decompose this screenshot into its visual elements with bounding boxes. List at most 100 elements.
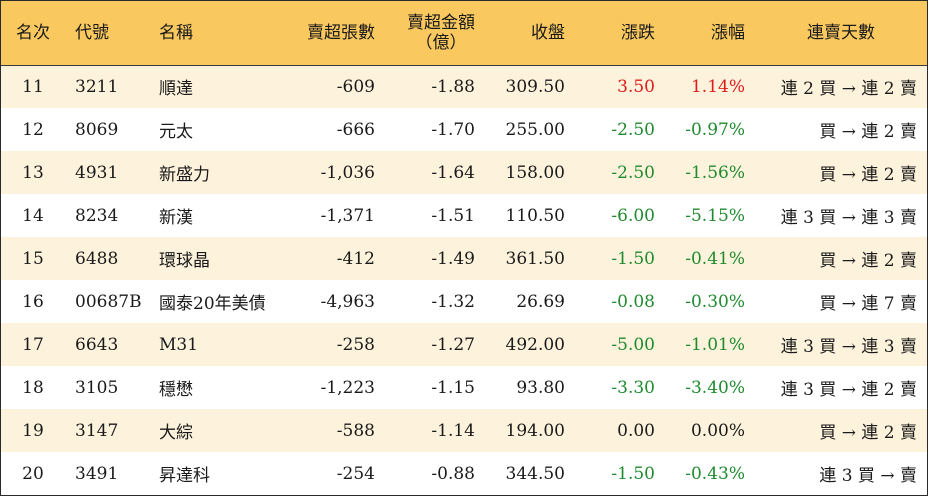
cell-net-sell-amount: -1.32 — [431, 291, 475, 312]
cell-close: 26.69 — [516, 291, 565, 312]
table-row: 11 3211 順達 -609 -1.88 309.50 3.50 1.14% … — [1, 65, 927, 108]
cell-rank: 14 — [22, 205, 44, 226]
table-row: 14 8234 新漢 -1,371 -1.51 110.50 -6.00 -5.… — [1, 194, 927, 237]
header-change: 漲跌 — [575, 1, 665, 66]
cell-change-pct: -0.43% — [685, 463, 745, 484]
table-row: 16 00687B 國泰20年美債 -4,963 -1.32 26.69 -0.… — [1, 280, 927, 323]
cell-net-sell-lots: -412 — [336, 248, 375, 269]
header-net-sell-amount: 賣超金額 （億） — [385, 1, 485, 66]
cell-streak: 買 → 連 2 賣 — [819, 251, 917, 271]
cell-rank: 16 — [22, 291, 44, 312]
cell-change: 0.00 — [617, 420, 655, 441]
header-net-sell-amount-label: 賣超金額 — [407, 12, 475, 33]
table-row: 19 3147 大綜 -588 -1.14 194.00 0.00 0.00% … — [1, 409, 927, 452]
cell-name: 昇達科 — [159, 466, 210, 486]
cell-name: 新盛力 — [159, 165, 210, 185]
cell-rank: 19 — [22, 420, 44, 441]
cell-code: 3211 — [75, 76, 119, 97]
cell-rank: 13 — [22, 162, 44, 183]
cell-streak: 連 3 買 → 賣 — [819, 466, 917, 486]
cell-change: -5.00 — [611, 334, 655, 355]
cell-name: 順達 — [159, 79, 193, 100]
table-row: 17 6643 M31 -258 -1.27 492.00 -5.00 -1.0… — [1, 323, 927, 366]
cell-change: -2.50 — [611, 162, 655, 183]
header-net-sell-amount-unit: （億） — [415, 32, 467, 53]
cell-net-sell-lots: -1,223 — [320, 377, 375, 398]
table-row: 20 3491 昇達科 -254 -0.88 344.50 -1.50 -0.4… — [1, 452, 927, 495]
cell-close: 309.50 — [505, 76, 565, 97]
cell-streak: 連 3 買 → 連 3 賣 — [780, 208, 917, 228]
cell-net-sell-amount: -1.14 — [431, 420, 475, 441]
cell-net-sell-amount: -1.15 — [431, 377, 475, 398]
cell-streak: 連 3 買 → 連 2 賣 — [780, 380, 917, 400]
cell-change: -0.08 — [611, 291, 655, 312]
cell-rank: 18 — [22, 377, 44, 398]
cell-change: -2.50 — [611, 119, 655, 140]
table-header: 名次 代號 名稱 賣超張數 賣超金額 （億） 收盤 漲跌 漲幅 連賣天數 — [1, 1, 927, 66]
cell-close: 158.00 — [505, 162, 565, 183]
header-change-pct: 漲幅 — [665, 1, 755, 66]
cell-name: 新漢 — [159, 208, 193, 228]
cell-name: 元太 — [159, 122, 193, 142]
cell-close: 344.50 — [505, 463, 565, 484]
header-rank: 名次 — [1, 1, 65, 66]
cell-change-pct: -0.41% — [685, 248, 745, 269]
cell-name: 大綜 — [159, 423, 193, 443]
cell-net-sell-lots: -254 — [336, 463, 375, 484]
cell-change: -1.50 — [611, 463, 655, 484]
cell-net-sell-lots: -1,371 — [320, 205, 375, 226]
cell-change: -6.00 — [611, 205, 655, 226]
cell-rank: 17 — [22, 334, 44, 355]
cell-code: 3147 — [75, 420, 119, 441]
cell-change-pct: 1.14% — [690, 76, 745, 97]
cell-net-sell-lots: -666 — [336, 119, 375, 140]
cell-net-sell-lots: -258 — [336, 334, 375, 355]
cell-close: 255.00 — [505, 119, 565, 140]
cell-code: 3491 — [75, 463, 119, 484]
cell-streak: 連 3 買 → 連 3 賣 — [780, 337, 917, 357]
cell-rank: 12 — [22, 119, 44, 140]
cell-close: 93.80 — [516, 377, 565, 398]
header-net-sell-lots: 賣超張數 — [289, 1, 385, 66]
cell-code: 00687B — [75, 291, 142, 312]
table-row: 12 8069 元太 -666 -1.70 255.00 -2.50 -0.97… — [1, 108, 927, 151]
table-body: 11 3211 順達 -609 -1.88 309.50 3.50 1.14% … — [1, 65, 927, 495]
cell-change-pct: 0.00% — [690, 420, 745, 441]
cell-rank: 11 — [22, 76, 44, 97]
cell-net-sell-lots: -588 — [336, 420, 375, 441]
cell-net-sell-amount: -1.49 — [431, 248, 475, 269]
cell-change-pct: -5.15% — [685, 205, 745, 226]
cell-net-sell-lots: -1,036 — [320, 162, 375, 183]
table-row: 18 3105 穩懋 -1,223 -1.15 93.80 -3.30 -3.4… — [1, 366, 927, 409]
cell-streak: 買 → 連 2 賣 — [819, 165, 917, 185]
cell-change: -3.30 — [611, 377, 655, 398]
cell-net-sell-amount: -0.88 — [431, 463, 475, 484]
cell-code: 6643 — [75, 334, 119, 355]
header-close: 收盤 — [485, 1, 575, 66]
cell-change-pct: -3.40% — [685, 377, 745, 398]
cell-change: 3.50 — [617, 76, 655, 97]
cell-close: 361.50 — [505, 248, 565, 269]
cell-name: 國泰20年美債 — [159, 294, 266, 314]
cell-net-sell-amount: -1.51 — [431, 205, 475, 226]
cell-code: 8234 — [75, 205, 119, 226]
cell-streak: 買 → 連 7 賣 — [819, 294, 917, 314]
cell-change-pct: -0.97% — [685, 119, 745, 140]
cell-close: 194.00 — [505, 420, 565, 441]
cell-code: 8069 — [75, 119, 119, 140]
cell-name: 穩懋 — [159, 380, 193, 400]
cell-change-pct: -1.01% — [685, 334, 745, 355]
cell-change: -1.50 — [611, 248, 655, 269]
cell-close: 492.00 — [505, 334, 565, 355]
cell-name: M31 — [159, 334, 199, 355]
cell-change-pct: -1.56% — [685, 162, 745, 183]
cell-net-sell-lots: -609 — [336, 76, 375, 97]
cell-net-sell-lots: -4,963 — [320, 291, 375, 312]
header-name: 名稱 — [149, 1, 289, 66]
cell-streak: 買 → 連 2 賣 — [819, 423, 917, 443]
cell-rank: 20 — [22, 463, 44, 484]
cell-code: 6488 — [75, 248, 119, 269]
cell-net-sell-amount: -1.64 — [431, 162, 475, 183]
